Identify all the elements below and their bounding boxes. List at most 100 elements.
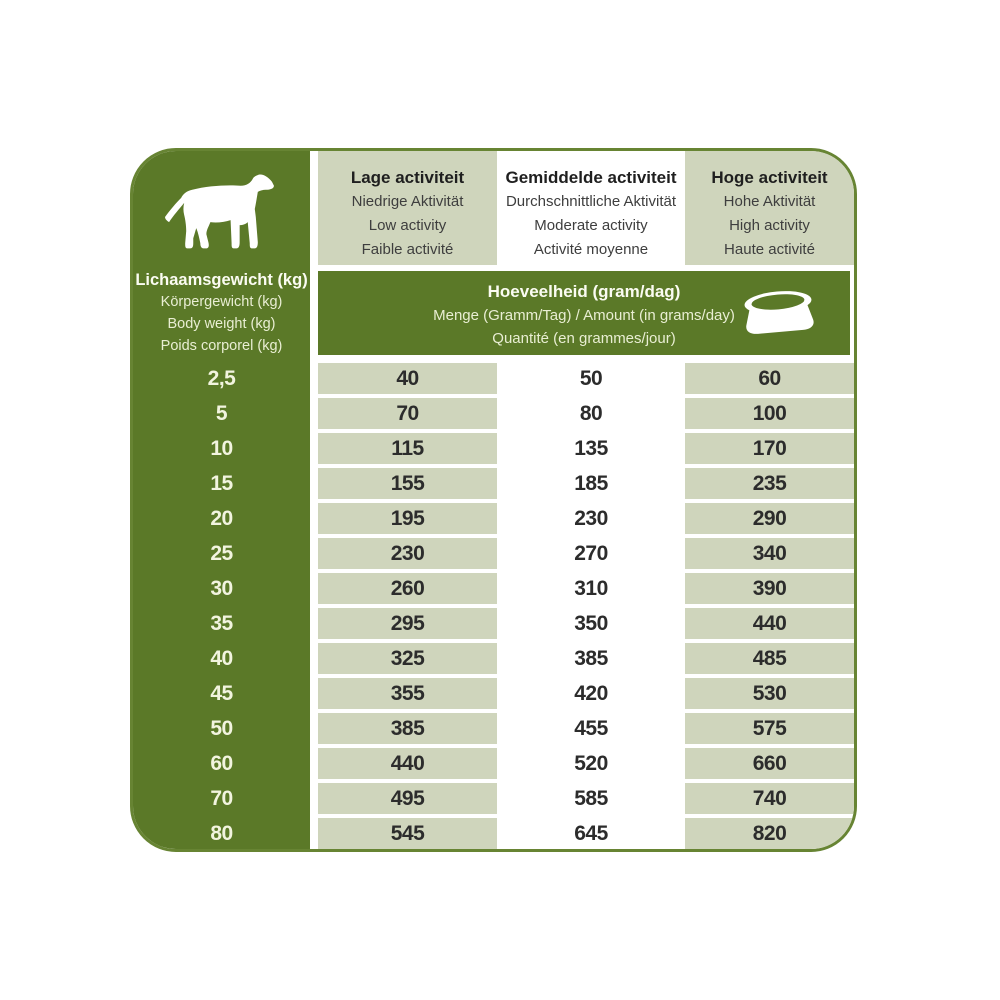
amount-cell-high: 575: [685, 713, 854, 744]
column-header-high-activity: Hoge activiteit Hohe Aktivität High acti…: [685, 151, 854, 265]
table-row: 195 230 290: [318, 503, 854, 534]
column-header-moderate-activity: Gemiddelde activiteit Durchschnittliche …: [497, 151, 685, 265]
table-row: 545 645 820: [318, 818, 854, 849]
high-activity-label-en: High activity: [729, 217, 810, 234]
table-row: 295 350 440: [318, 608, 854, 639]
weight-cell: 25: [210, 542, 233, 565]
amount-cell-low: 440: [318, 748, 497, 779]
amount-cell-high: 660: [685, 748, 854, 779]
amount-cell-high: 485: [685, 643, 854, 674]
amount-cell-moderate: 520: [497, 748, 685, 779]
amount-cell-low: 40: [318, 363, 497, 394]
amount-cell-moderate: 80: [497, 398, 685, 429]
amount-cell-high: 340: [685, 538, 854, 569]
weight-cell: 60: [210, 752, 233, 775]
weight-cell: 50: [210, 717, 233, 740]
weight-header-nl: Lichaamsgewicht (kg): [135, 271, 308, 289]
moderate-activity-label-en: Moderate activity: [534, 217, 648, 234]
weight-cell: 2,5: [207, 367, 236, 390]
amount-cell-moderate: 645: [497, 818, 685, 849]
amount-cell-moderate: 270: [497, 538, 685, 569]
amount-cell-high: 60: [685, 363, 854, 394]
amount-cell-low: 355: [318, 678, 497, 709]
amount-cell-low: 325: [318, 643, 497, 674]
table-row: 440 520 660: [318, 748, 854, 779]
moderate-activity-label-fr: Activité moyenne: [533, 241, 649, 258]
column-header-low-activity: Lage activiteit Niedrige Aktivität Low a…: [318, 151, 497, 265]
amount-cell-high: 390: [685, 573, 854, 604]
weight-cell: 30: [210, 577, 233, 600]
amount-cell-moderate: 50: [497, 363, 685, 394]
amount-banner-line2: Menge (Gramm/Tag) / Amount (in grams/day…: [433, 307, 735, 324]
amount-cell-high: 440: [685, 608, 854, 639]
amount-cell-moderate: 350: [497, 608, 685, 639]
feeding-table-card: Lichaamsgewicht (kg) Körpergewicht (kg) …: [130, 148, 857, 852]
amount-cell-moderate: 310: [497, 573, 685, 604]
amount-cell-moderate: 185: [497, 468, 685, 499]
low-activity-label-en: Low activity: [368, 217, 447, 234]
weight-column-header: Lichaamsgewicht (kg) Körpergewicht (kg) …: [133, 269, 310, 357]
weight-rows: 2,5 5 10 15 20 25 30 35 40 45 50 60 70 80: [133, 363, 310, 849]
amount-banner-title: Hoeveelheid (gram/dag): [487, 282, 681, 301]
weight-cell: 20: [210, 507, 233, 530]
amount-cell-low: 230: [318, 538, 497, 569]
weight-header-fr: Poids corporel (kg): [160, 338, 283, 354]
table-row: 155 185 235: [318, 468, 854, 499]
weight-cell: 15: [210, 472, 233, 495]
low-activity-label-nl: Lage activiteit: [350, 168, 465, 187]
amount-cell-high: 820: [685, 818, 854, 849]
weight-header-de: Körpergewicht (kg): [160, 294, 283, 310]
amount-banner-line3: Quantité (en grammes/jour): [492, 330, 676, 347]
table-row: 385 455 575: [318, 713, 854, 744]
amount-banner: Hoeveelheid (gram/dag) Menge (Gramm/Tag)…: [318, 271, 850, 355]
moderate-activity-label-de: Durchschnittliche Aktivität: [505, 193, 677, 210]
amount-cell-high: 290: [685, 503, 854, 534]
amount-cell-low: 115: [318, 433, 497, 464]
high-activity-label-de: Hohe Aktivität: [723, 193, 816, 210]
amount-cell-high: 740: [685, 783, 854, 814]
amount-cell-moderate: 230: [497, 503, 685, 534]
weight-cell: 10: [210, 437, 233, 460]
amount-cell-low: 295: [318, 608, 497, 639]
amount-cell-high: 530: [685, 678, 854, 709]
amount-cell-low: 385: [318, 713, 497, 744]
table-row: 355 420 530: [318, 678, 854, 709]
amount-cell-moderate: 585: [497, 783, 685, 814]
amount-cell-high: 100: [685, 398, 854, 429]
weight-column-panel: Lichaamsgewicht (kg) Körpergewicht (kg) …: [133, 151, 310, 849]
table-row: 495 585 740: [318, 783, 854, 814]
dog-silhouette-icon: [165, 174, 274, 249]
amount-cell-moderate: 455: [497, 713, 685, 744]
value-rows: 40 50 60 70 80 100 115 135 170 155 185 235 195 230 290…: [318, 363, 854, 849]
moderate-activity-label-nl: Gemiddelde activiteit: [505, 168, 677, 187]
table-row: 115 135 170: [318, 433, 854, 464]
table-row: 40 50 60: [318, 363, 854, 394]
weight-cell: 35: [210, 612, 233, 635]
weight-header-en: Body weight (kg): [167, 316, 276, 332]
amount-cell-moderate: 135: [497, 433, 685, 464]
amount-cell-low: 195: [318, 503, 497, 534]
amount-cell-moderate: 420: [497, 678, 685, 709]
weight-cell: 45: [210, 682, 233, 705]
high-activity-label-fr: Haute activité: [724, 241, 815, 258]
amount-cell-moderate: 385: [497, 643, 685, 674]
weight-cell: 80: [210, 822, 233, 845]
weight-cell: 40: [210, 647, 233, 670]
table-row: 230 270 340: [318, 538, 854, 569]
amount-cell-low: 155: [318, 468, 497, 499]
table-row: 70 80 100: [318, 398, 854, 429]
amount-cell-low: 545: [318, 818, 497, 849]
amount-cell-low: 260: [318, 573, 497, 604]
high-activity-label-nl: Hoge activiteit: [711, 168, 828, 187]
amount-cell-high: 170: [685, 433, 854, 464]
weight-cell: 70: [210, 787, 233, 810]
low-activity-label-fr: Faible activité: [361, 241, 454, 258]
weight-cell: 5: [215, 402, 228, 425]
low-activity-label-de: Niedrige Aktivität: [351, 193, 464, 210]
dog-bowl-icon: [744, 291, 814, 334]
amount-cell-low: 495: [318, 783, 497, 814]
table-row: 325 385 485: [318, 643, 854, 674]
table-row: 260 310 390: [318, 573, 854, 604]
amount-cell-low: 70: [318, 398, 497, 429]
